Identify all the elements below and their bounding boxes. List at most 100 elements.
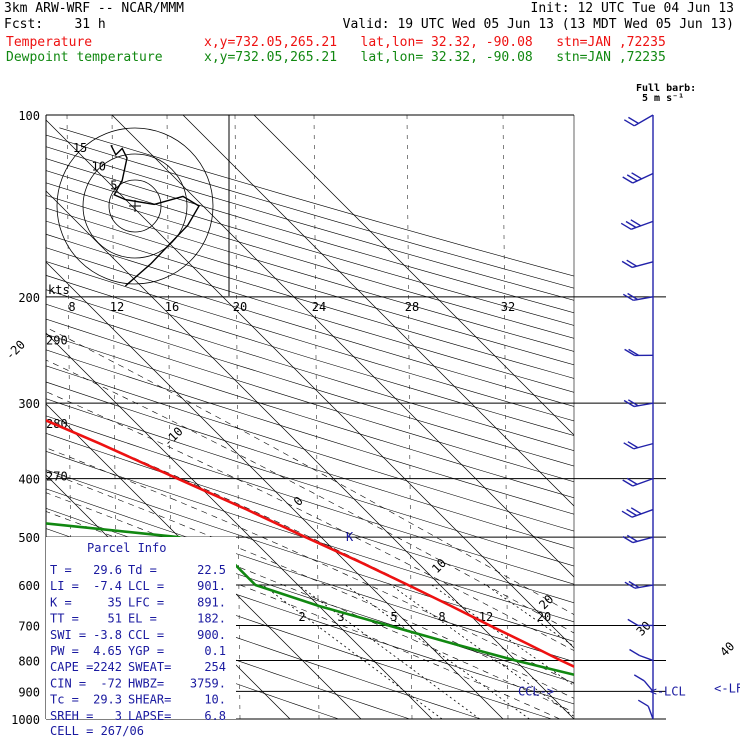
dry-adiabat-line xyxy=(46,451,574,623)
parcel-info-key: CCL = xyxy=(128,628,164,642)
mixing-ratio-label: 5 xyxy=(390,610,397,624)
mixing-ratio-line xyxy=(345,584,530,719)
wind-scale-line xyxy=(313,115,320,719)
sounding-marker-label: <-LCL xyxy=(650,685,686,699)
dry-adiabat-line xyxy=(46,233,574,393)
wind-barb-flag xyxy=(620,222,632,230)
parcel-info-value: 891. xyxy=(197,595,226,609)
wind-barb-flag xyxy=(628,348,639,357)
wind-barb-flag xyxy=(622,293,634,301)
wind-barb xyxy=(631,508,654,518)
wind-scale-label: 24 xyxy=(312,300,326,314)
pressure-tick-label: 700 xyxy=(18,619,40,633)
model-title: 3km ARW-WRF -- NCAR/MMM xyxy=(4,1,185,16)
dry-adiabat-line xyxy=(46,415,574,585)
wind-scale-label: 20 xyxy=(233,300,247,314)
hodograph-trace xyxy=(110,144,200,287)
mixing-ratio-label: 8 xyxy=(438,610,445,624)
pressure-tick-label: 900 xyxy=(18,685,40,699)
mixing-ratio-line xyxy=(485,584,574,647)
hodograph-ring xyxy=(108,179,162,233)
mixing-ratio-label: 3 xyxy=(337,610,344,624)
temperature-tick-right: -20 xyxy=(3,337,28,362)
temperature-profile-line xyxy=(46,418,574,668)
parcel-info-value: 22.5 xyxy=(197,563,226,577)
parcel-info-cell: CELL = 267/06 xyxy=(50,724,144,738)
parcel-info-value: 51 xyxy=(108,612,122,626)
wind-barb-flag xyxy=(626,477,638,486)
barb-legend: Full barb: xyxy=(636,83,697,94)
parcel-info-key: K = xyxy=(50,595,72,609)
dry-adiabat-line xyxy=(46,303,574,467)
dry-adiabat-line xyxy=(46,349,574,515)
parcel-info-value: 10. xyxy=(204,693,226,707)
dry-adiabat-line xyxy=(46,433,574,604)
parcel-info-value: -7.4 xyxy=(93,579,122,593)
parcel-info-key: YGP = xyxy=(128,644,164,658)
dewpoint-profile-line xyxy=(46,522,574,677)
parcel-info-value: 0.1 xyxy=(204,644,226,658)
wind-barb xyxy=(632,536,654,544)
wind-scale-line xyxy=(502,115,509,719)
hodograph-ring xyxy=(82,153,188,259)
dry-adiabat-line xyxy=(46,261,574,422)
wind-scale-label: 8 xyxy=(68,300,75,314)
parcel-info-box xyxy=(46,537,236,719)
barb-unit: 5 m s⁻¹ xyxy=(642,93,685,104)
parcel-info-key: SWEAT= xyxy=(128,660,171,674)
wind-barb-flag xyxy=(623,442,635,450)
parcel-info-key: PW = xyxy=(50,644,79,658)
wind-barb-flag xyxy=(622,479,634,487)
dry-adiabat-line xyxy=(46,247,574,407)
dry-adiabat-line xyxy=(46,220,574,379)
wind-scale-label: 12 xyxy=(110,300,124,314)
wind-barb xyxy=(630,220,654,230)
wind-barb-flag xyxy=(630,507,642,515)
pressure-tick-label: 500 xyxy=(18,531,40,545)
wind-barb-flag xyxy=(622,535,634,544)
wind-barb-flag xyxy=(637,699,649,707)
parcel-info-value: -72 xyxy=(100,676,122,690)
wind-scale-line xyxy=(406,115,413,719)
temperature-tick-right: 10 xyxy=(429,556,449,576)
wind-barb-flag xyxy=(626,174,638,182)
sounding-marker-label: K xyxy=(346,530,354,544)
parcel-info-key: TT = xyxy=(50,612,79,626)
sounding-marker-label: CCL-> xyxy=(518,684,554,698)
wind-barb-flag xyxy=(621,510,633,518)
wind-barb-flag xyxy=(628,580,640,589)
pressure-tick-label: 800 xyxy=(18,654,40,668)
parcel-info-value: 901. xyxy=(197,579,226,593)
hodograph-ring-label: 10 xyxy=(92,160,106,174)
parcel-info-key: HWBZ= xyxy=(128,676,164,690)
parcel-info-title: Parcel Info xyxy=(87,541,166,555)
wind-barb-flag xyxy=(625,220,637,229)
wind-barb-flag xyxy=(630,219,642,227)
temperature-tick-right: 30 xyxy=(634,618,654,638)
pressure-tick-label: 300 xyxy=(18,397,40,411)
parcel-info-value: 900. xyxy=(197,628,226,642)
wind-barb-flag xyxy=(624,348,635,357)
pressure-tick-label: 1000 xyxy=(11,713,40,727)
dry-adiabat-line xyxy=(46,333,574,499)
wind-barb-flag xyxy=(626,508,637,517)
wind-barb-flag xyxy=(629,648,640,657)
wind-scale-unit: kts xyxy=(48,283,70,297)
sounding-marker-label: <-LFC xyxy=(714,682,740,696)
parcel-info-key: SREH = xyxy=(50,709,93,723)
dry-adiabat-line xyxy=(46,318,574,483)
parcel-info-key: LI = xyxy=(50,579,79,593)
parcel-info-key: LCL = xyxy=(128,579,164,593)
mixing-ratio-label: 20 xyxy=(537,610,551,624)
wind-barb xyxy=(633,442,654,450)
wind-barb-flag xyxy=(621,260,633,269)
dry-adiabat-line xyxy=(46,615,340,719)
forecast-hour: Fcst: 31 h xyxy=(4,17,106,32)
parcel-info-key: EL = xyxy=(128,612,157,626)
wind-barb xyxy=(632,477,654,487)
wind-barb-flag xyxy=(626,534,638,543)
parcel-info-value: 182. xyxy=(197,612,226,626)
parcel-info-key: T = xyxy=(50,563,72,577)
temperature-tick-right: 40 xyxy=(717,639,737,659)
temperature-legend: Temperature xyxy=(6,35,93,50)
